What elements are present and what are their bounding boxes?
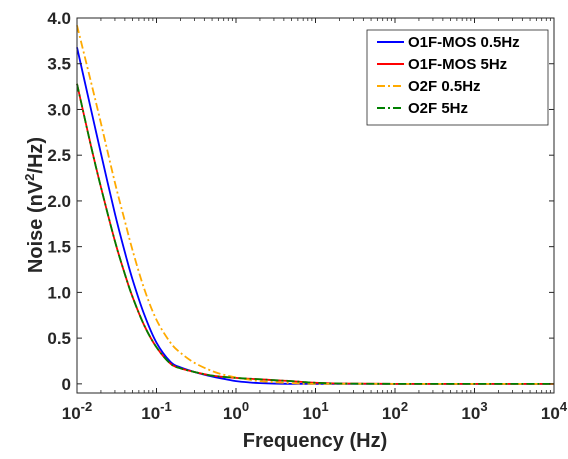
y-tick-label: 0 — [62, 375, 71, 394]
legend-label-3: O2F 5Hz — [408, 100, 468, 117]
series-line-3 — [76, 83, 554, 385]
x-tick-label: 104 — [541, 399, 568, 423]
y-axis-label: Noise (nV2/Hz) — [22, 137, 47, 273]
y-tick-label: 3.0 — [47, 100, 71, 119]
y-axis-ticks: 0 0.5 1.0 1.5 2.0 2.5 3.0 3.5 4.0 — [47, 9, 554, 394]
y-tick-label: 0.5 — [47, 329, 71, 348]
series-lines — [76, 25, 554, 385]
x-tick-label: 10-1 — [141, 399, 171, 423]
y-tick-label: 4.0 — [47, 9, 71, 28]
y-tick-label: 2.0 — [47, 192, 71, 211]
legend-box — [366, 29, 549, 126]
x-tick-label: 10-2 — [62, 399, 92, 423]
y-tick-label: 1.0 — [47, 283, 71, 302]
x-tick-label: 101 — [302, 399, 328, 423]
x-tick-label: 103 — [461, 399, 487, 423]
x-axis-ticks: 10-2 10-1 100 101 102 103 104 — [62, 18, 568, 423]
x-axis-label: Frequency (Hz) — [243, 430, 387, 452]
y-tick-label: 2.5 — [47, 146, 71, 165]
x-tick-label: 102 — [382, 399, 408, 423]
legend: O1F-MOS 0.5Hz O1F-MOS 5Hz O2F 0.5Hz O2F 5Hz — [366, 29, 549, 126]
x-tick-label: 100 — [223, 399, 249, 423]
y-tick-label: 3.5 — [47, 55, 71, 74]
legend-label-2: O2F 0.5Hz — [408, 78, 481, 95]
y-tick-label: 1.5 — [47, 238, 71, 257]
legend-label-0: O1F-MOS 0.5Hz — [408, 34, 520, 51]
legend-label-1: O1F-MOS 5Hz — [408, 56, 507, 73]
series-line-2 — [76, 25, 554, 385]
